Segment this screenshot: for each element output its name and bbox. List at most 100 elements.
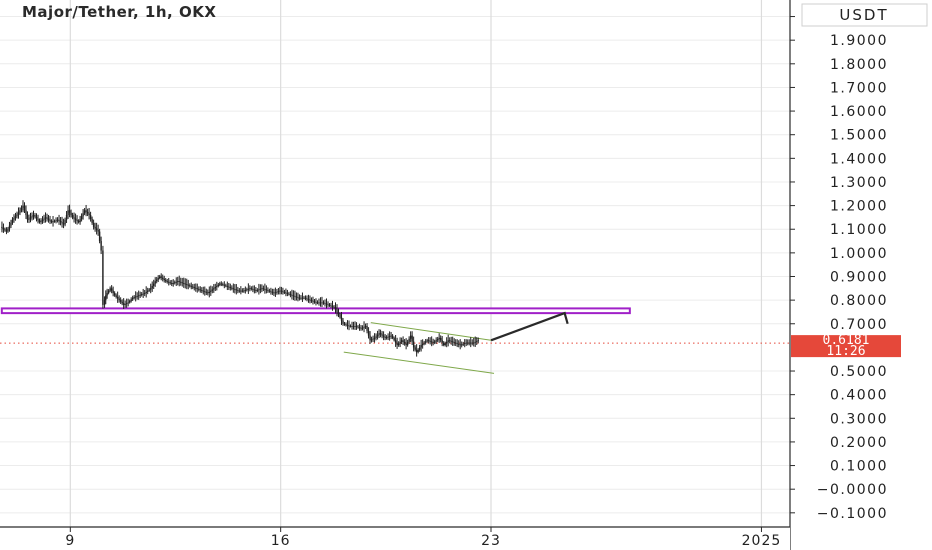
candle-body (465, 342, 467, 344)
candle-body (180, 281, 182, 283)
candle-body (340, 317, 343, 321)
candle-body (334, 307, 337, 310)
candle-body (225, 285, 227, 287)
candle-body (97, 230, 99, 232)
candle-body (337, 311, 340, 315)
candle-body (28, 218, 30, 220)
candle-body (406, 341, 409, 346)
candle-body (301, 297, 304, 299)
candle-body (40, 220, 42, 223)
candle-body (255, 290, 257, 291)
candle-body (252, 288, 254, 290)
candle-body (379, 333, 382, 335)
candle-body (65, 215, 68, 220)
candle-body (44, 217, 47, 219)
candle-body (467, 342, 469, 344)
currency-box[interactable] (801, 3, 928, 27)
candle-body (143, 293, 146, 294)
candle-body (342, 320, 344, 324)
price-axis-ticks: 2.00001.90001.80001.70001.60001.50001.40… (790, 10, 888, 522)
gridlines (0, 0, 790, 527)
candle-body (408, 338, 410, 342)
candle-body (208, 291, 210, 294)
price-axis-panel[interactable] (790, 0, 932, 550)
candle-body (456, 343, 458, 345)
candle-body (130, 299, 132, 301)
candle-body (300, 297, 302, 299)
candle-body (372, 338, 374, 340)
price-tick-label: 1.1000 (830, 222, 888, 238)
candle-body (107, 290, 110, 294)
candle-body (418, 347, 421, 350)
price-tick-label: 1.5000 (830, 128, 888, 144)
price-tick-label: 1.6000 (830, 104, 888, 120)
candle-body (461, 344, 463, 346)
candle-body (258, 289, 260, 291)
candle-body (366, 326, 368, 331)
candle-body (240, 290, 242, 292)
candle-body (477, 340, 479, 342)
candle-body (381, 334, 383, 336)
candle-body (77, 220, 80, 223)
candle-body (421, 343, 424, 346)
candle-body (122, 303, 125, 305)
candle-body (83, 210, 86, 214)
candle-body (270, 291, 272, 293)
candle-body (5, 230, 8, 232)
candle-body (378, 333, 380, 335)
candle-body (118, 298, 120, 301)
candle-body (309, 299, 311, 301)
candle-body (34, 215, 36, 217)
candle-body (343, 323, 346, 325)
candle-body (91, 218, 93, 223)
candle-body (140, 294, 143, 296)
candle-body (445, 341, 448, 344)
candle-body (50, 220, 53, 223)
candle-body (415, 349, 418, 353)
candle-body (355, 326, 358, 327)
candle-body (211, 289, 213, 291)
candle-body (38, 220, 41, 223)
candle-body (125, 303, 128, 305)
candle-body (159, 276, 161, 279)
candle-body (451, 341, 454, 343)
candle-body (282, 291, 284, 293)
candle-body (375, 336, 377, 338)
candle-body (402, 340, 404, 342)
candle-body (214, 287, 217, 289)
candle-body (261, 288, 263, 290)
candle-body (243, 290, 245, 292)
candle-body (151, 285, 153, 289)
candle-body (439, 337, 442, 341)
candle-body (256, 290, 259, 291)
candle-body (435, 340, 437, 342)
candle-body (241, 290, 244, 292)
candle-body (62, 223, 65, 225)
candle-body (432, 342, 434, 343)
candle-body (124, 304, 126, 305)
candle-body (204, 291, 206, 293)
candle-body (95, 228, 98, 231)
candle-body (271, 291, 274, 293)
candle-body (169, 282, 171, 284)
candle-body (119, 300, 122, 302)
candle-body (139, 294, 141, 296)
candle-body (411, 335, 413, 342)
candle-body (79, 219, 81, 223)
candle-body (137, 295, 140, 297)
candle-body (109, 288, 111, 291)
candle-body (52, 221, 54, 223)
candle-body (20, 207, 23, 211)
candle-body (360, 327, 362, 329)
time-axis-panel[interactable] (0, 527, 790, 550)
candle-body (313, 301, 316, 303)
drawings (0, 307, 790, 374)
candle-body (47, 218, 50, 220)
candle-body (348, 325, 350, 327)
candle-body (473, 342, 475, 344)
candle-body (160, 276, 162, 278)
candle-body (400, 340, 403, 342)
candle-body (1, 226, 3, 229)
candle-body (71, 215, 74, 218)
